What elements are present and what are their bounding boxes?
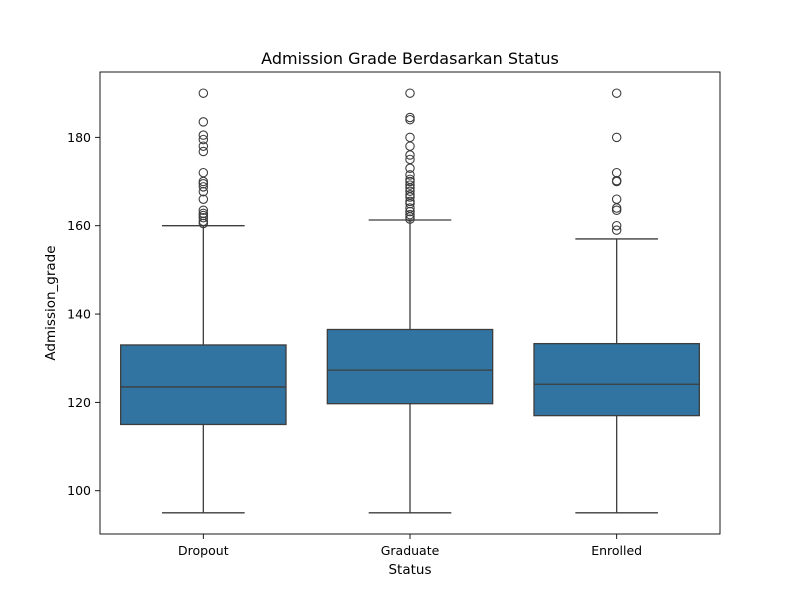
y-axis-label: Admission_grade <box>43 245 59 360</box>
outlier-point <box>611 132 622 143</box>
iqr-box <box>120 344 287 426</box>
outlier-point <box>198 182 209 192</box>
outlier-point <box>405 88 415 98</box>
outlier-point <box>611 88 622 98</box>
outlier-point <box>611 220 622 231</box>
outlier-point <box>405 186 415 197</box>
iqr-box <box>533 342 700 417</box>
outlier-point <box>198 146 209 157</box>
outlier-point <box>405 180 415 190</box>
outlier-point <box>611 167 622 178</box>
outlier-point <box>405 112 415 123</box>
outlier-point <box>405 170 415 180</box>
outlier-point <box>405 190 415 200</box>
y-tick-label: 120 <box>67 395 91 410</box>
y-tick-label: 160 <box>67 218 91 233</box>
outlier-point <box>405 132 415 143</box>
chart-title: Admission Grade Berdasarkan Status <box>261 49 559 68</box>
y-tick-label: 180 <box>67 130 91 145</box>
outlier-point <box>405 154 415 165</box>
y-axis: 100 120 140 160 180 <box>67 130 100 498</box>
outlier-point <box>198 208 209 219</box>
outlier-point <box>405 196 415 207</box>
outlier-point <box>198 167 209 178</box>
x-tick-label: Graduate <box>381 543 440 558</box>
outlier-point <box>405 203 415 213</box>
x-axis: Dropout Graduate Enrolled <box>178 534 642 558</box>
plot-area <box>120 88 700 514</box>
outlier-point <box>198 205 209 215</box>
y-tick-label: 140 <box>67 307 91 322</box>
outlier-point <box>405 209 415 220</box>
outlier-point <box>405 174 415 185</box>
plot-frame <box>99 71 721 535</box>
box-enrolled <box>533 88 700 514</box>
outlier-point <box>198 88 209 98</box>
x-tick-label: Dropout <box>178 543 229 558</box>
x-tick-label: Enrolled <box>591 543 642 558</box>
outlier-point <box>405 141 415 151</box>
outlier-point <box>198 194 209 204</box>
box-graduate <box>326 88 494 514</box>
outlier-point <box>611 194 622 204</box>
outlier-point <box>198 134 209 145</box>
box-dropout <box>120 88 287 514</box>
outlier-point <box>611 225 622 235</box>
outlier-point <box>198 117 209 127</box>
x-axis-label: Status <box>388 562 431 578</box>
iqr-box <box>326 328 494 405</box>
outlier-point <box>198 130 209 140</box>
outlier-point <box>198 141 209 151</box>
y-tick-label: 100 <box>67 483 91 498</box>
